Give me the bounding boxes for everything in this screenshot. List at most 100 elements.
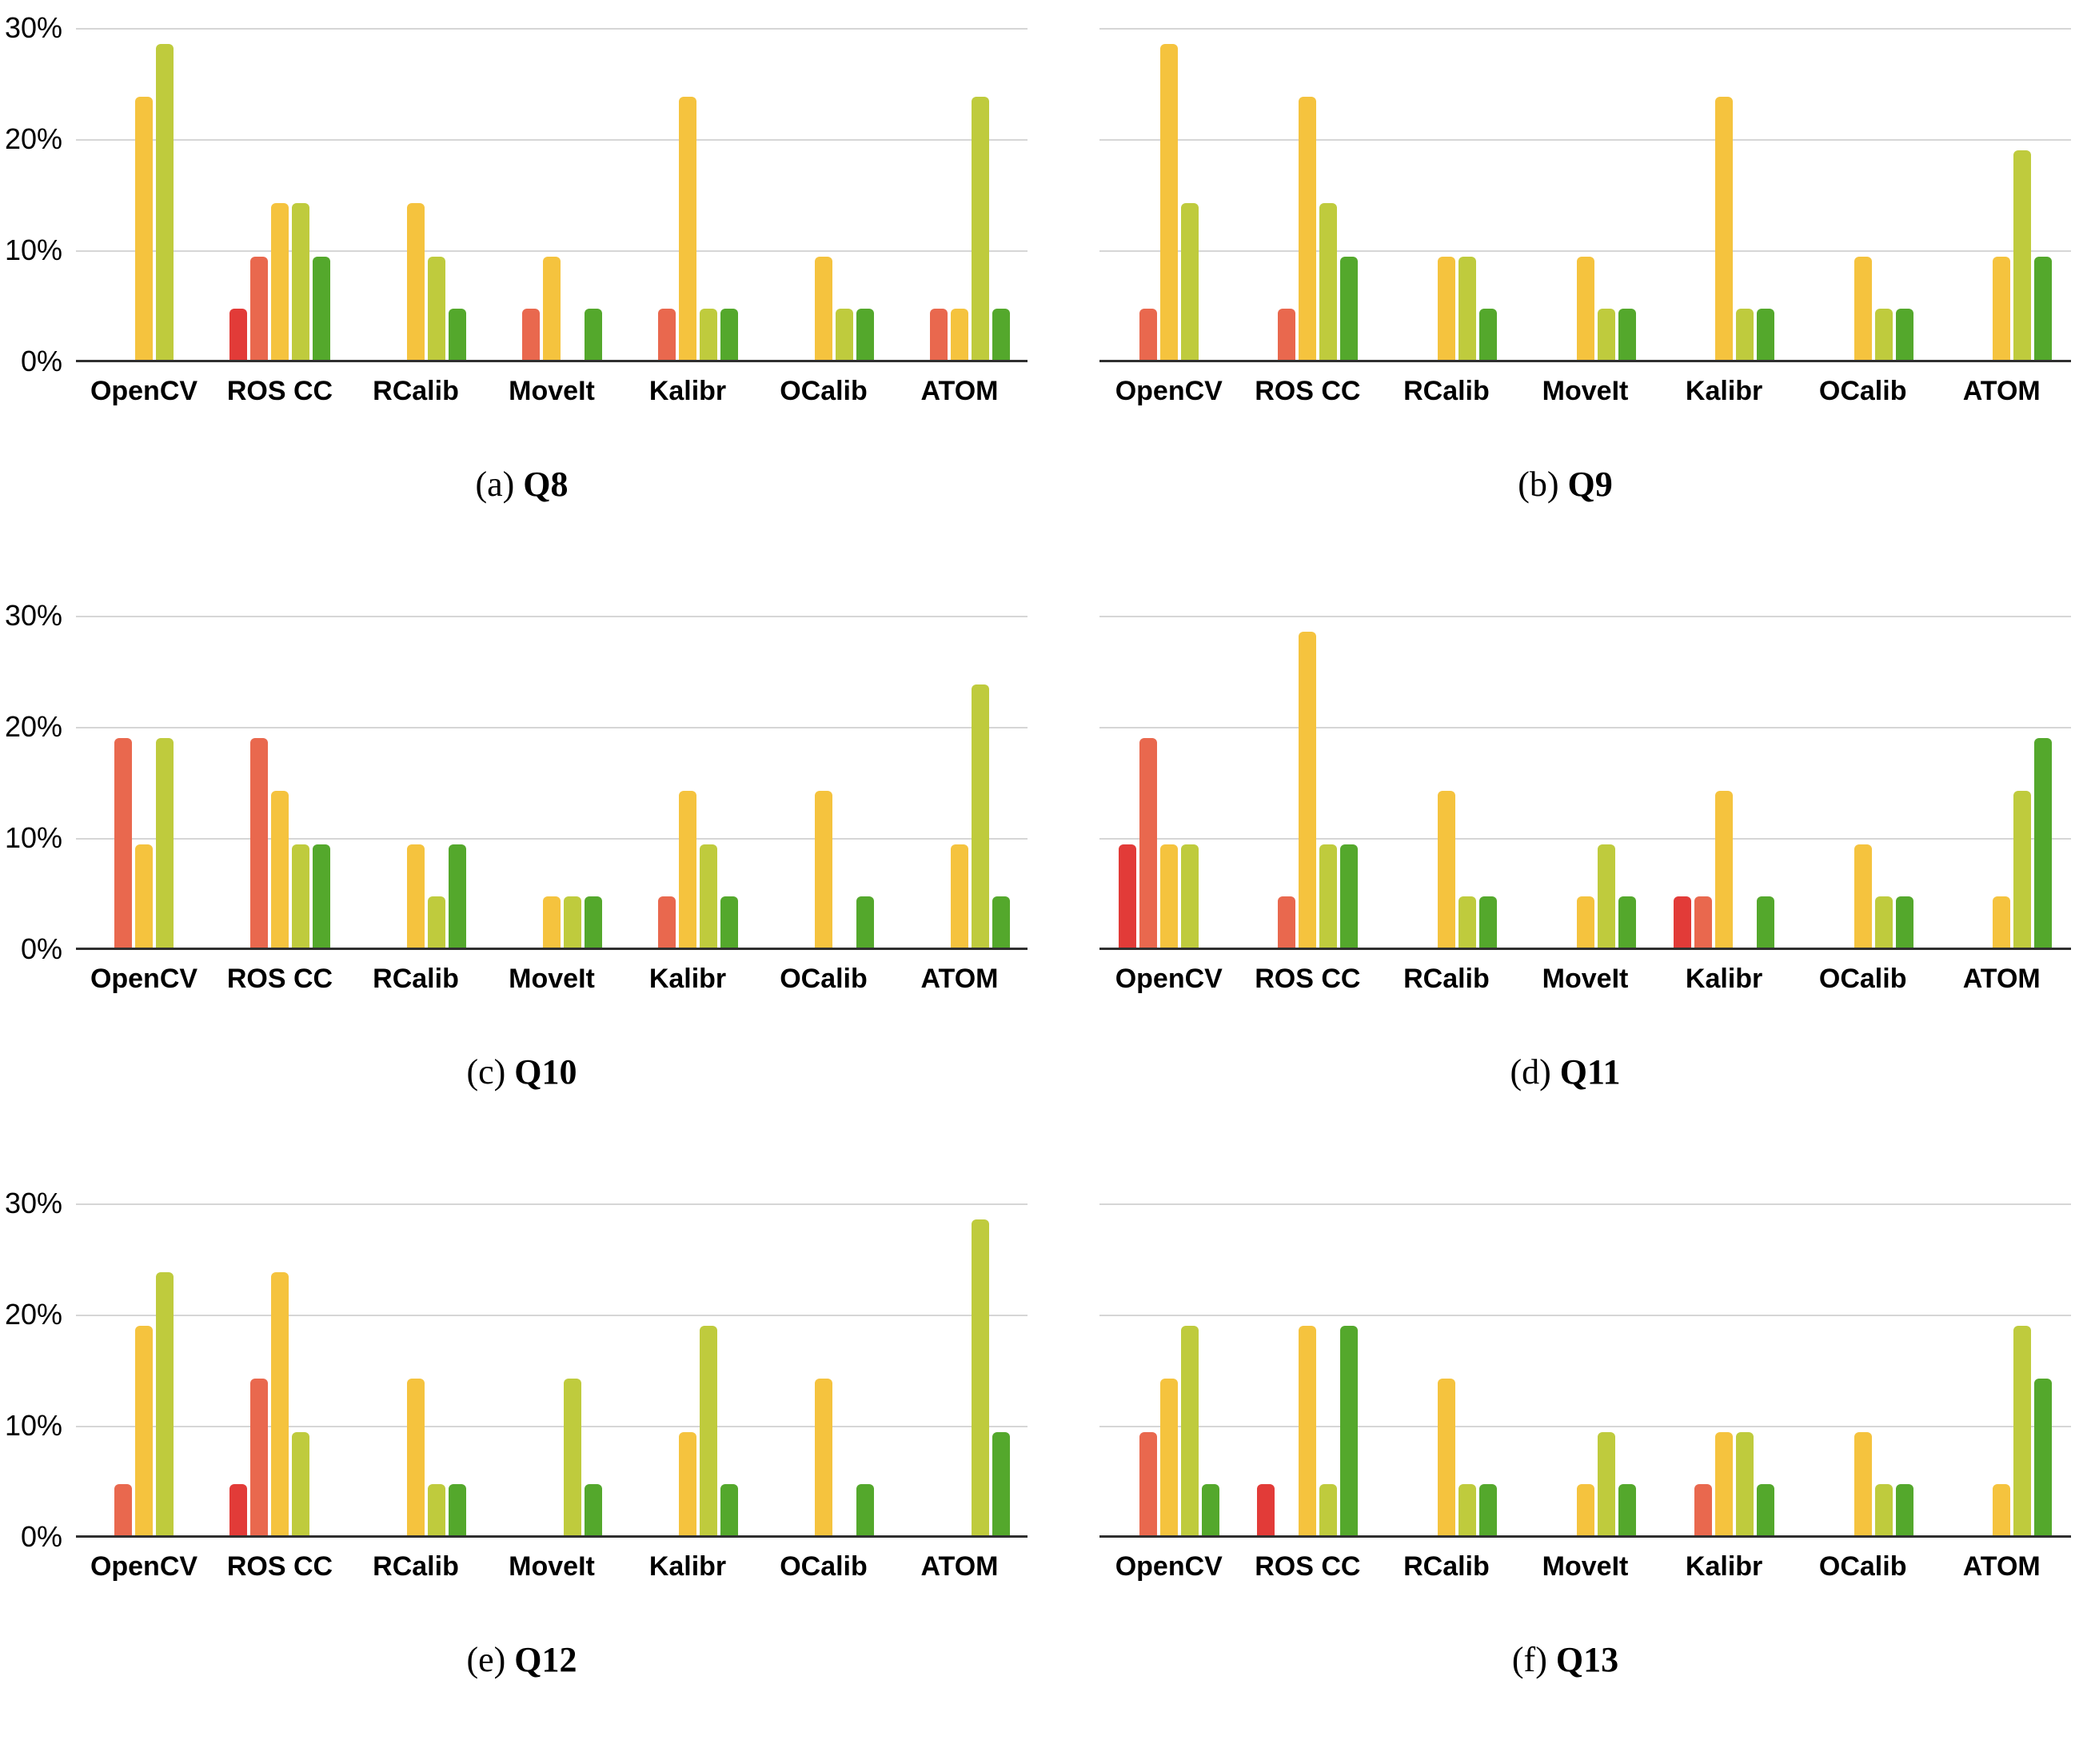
bar-green <box>1340 257 1359 362</box>
gridline-10 <box>76 838 1028 840</box>
x-category-label: ATOM <box>920 964 999 994</box>
gridline-30 <box>1099 616 2071 617</box>
caption-title: Q10 <box>514 1052 577 1092</box>
plot-area <box>76 28 1028 362</box>
bar-green <box>992 1432 1010 1538</box>
x-category-label: OpenCV <box>90 1551 198 1582</box>
caption-title: Q12 <box>514 1640 577 1679</box>
bar-orange-red <box>114 1484 132 1538</box>
bar-green <box>449 844 466 950</box>
bar-yellow-green <box>972 1219 989 1538</box>
gridline-10 <box>1099 1426 2071 1427</box>
bar-green <box>2034 1379 2053 1538</box>
bar-yellow <box>1576 1484 1594 1538</box>
bar-yellow <box>1576 257 1594 362</box>
x-category-label: Kalibr <box>1685 1551 1763 1582</box>
bar-group-moveit <box>1516 28 1655 362</box>
gridline-30 <box>76 1203 1028 1205</box>
x-category-label: ROS CC <box>1255 376 1361 406</box>
caption-prefix: (d) <box>1510 1052 1560 1092</box>
bar-green <box>585 309 602 362</box>
bar-group-moveit <box>484 28 620 362</box>
chart-caption: (e) Q12 <box>0 1639 1044 1680</box>
bar-group-ros-cc <box>212 1203 348 1538</box>
y-tick-label: 20% <box>4 710 62 743</box>
gridline-10 <box>1099 838 2071 840</box>
gridline-20 <box>1099 727 2071 728</box>
x-category-label: Kalibr <box>648 964 727 994</box>
bar-group-moveit <box>484 616 620 950</box>
x-category-label: ATOM <box>920 1551 999 1582</box>
bar-group-ros-cc <box>212 28 348 362</box>
gridline-20 <box>1099 139 2071 141</box>
bar-group-opencv <box>76 1203 212 1538</box>
bar-green <box>449 309 466 362</box>
bar-red <box>1118 844 1136 950</box>
x-axis-labels: OpenCV ROS CC RCalib MoveIt Kalibr OCalib ATOM <box>1099 376 2071 407</box>
bar-yellow-green <box>156 44 174 362</box>
bar-green <box>1757 309 1775 362</box>
bar-green <box>720 896 738 950</box>
bar-group-ros-cc <box>1239 28 1378 362</box>
bar-group-rcalib <box>348 28 484 362</box>
bar-yellow-green <box>1319 844 1338 950</box>
bar-yellow-green <box>292 203 309 362</box>
bar-yellow <box>1993 1484 2011 1538</box>
bar-yellow <box>1715 791 1734 950</box>
bar-yellow <box>271 1272 289 1538</box>
bar-green <box>720 309 738 362</box>
bar-yellow <box>951 844 968 950</box>
bar-orange-red <box>1694 1484 1713 1538</box>
bar-orange-red <box>1278 309 1296 362</box>
gridline-10 <box>76 250 1028 252</box>
x-category-label: ROS CC <box>226 376 333 406</box>
x-axis-baseline <box>76 1535 1028 1538</box>
gridline-30 <box>76 616 1028 617</box>
bar-green <box>720 1484 738 1538</box>
bar-yellow <box>1159 44 1178 362</box>
x-category-label: ATOM <box>1962 1551 2041 1582</box>
chart-b-q9: OpenCV ROS CC RCalib MoveIt Kalibr OCalib ATOM… <box>1044 0 2087 588</box>
x-category-label: ATOM <box>920 376 999 406</box>
bar-orange-red <box>1278 896 1296 950</box>
bar-yellow-green <box>1597 1432 1615 1538</box>
chart-caption: (c) Q10 <box>0 1052 1044 1092</box>
bar-green <box>1895 309 1913 362</box>
x-category-label: OCalib <box>780 964 868 994</box>
bar-group-ros-cc <box>212 616 348 950</box>
bar-group-opencv <box>76 28 212 362</box>
bar-yellow-green <box>700 844 717 950</box>
x-category-label: Kalibr <box>1685 964 1763 994</box>
y-tick-label: 30% <box>4 1187 62 1219</box>
bar-orange-red <box>250 257 268 362</box>
chart-e-q12: 30% 20% 10% 0% OpenCV ROS CC RCalib MoveIt Kali… <box>0 1175 1044 1763</box>
y-tick-label: 10% <box>4 233 62 266</box>
bar-group-rcalib <box>1377 28 1516 362</box>
bar-yellow <box>679 1432 696 1538</box>
x-axis-labels: OpenCV ROS CC RCalib MoveIt Kalibr OCalib ATOM <box>76 376 1028 407</box>
x-category-label: ROS CC <box>226 964 333 994</box>
bar-yellow <box>1299 632 1317 950</box>
plot-area <box>76 616 1028 950</box>
bar-red <box>1674 896 1692 950</box>
y-tick-label: 10% <box>4 1409 62 1442</box>
bar-green <box>856 309 874 362</box>
bar-orange-red <box>1139 738 1157 950</box>
bar-groups <box>1099 1203 2071 1538</box>
x-axis-baseline <box>76 360 1028 362</box>
bar-yellow <box>1437 791 1455 950</box>
bar-groups <box>1099 616 2071 950</box>
bar-group-rcalib <box>1377 1203 1516 1538</box>
bar-red <box>229 1484 247 1538</box>
x-axis-baseline <box>1099 360 2071 362</box>
gridline-30 <box>1099 1203 2071 1205</box>
bar-group-ros-cc <box>1239 616 1378 950</box>
bar-yellow-green <box>2013 150 2032 362</box>
bar-yellow <box>1299 97 1317 362</box>
bar-yellow <box>1854 1432 1872 1538</box>
bar-yellow <box>951 309 968 362</box>
bar-green <box>1757 896 1775 950</box>
chart-caption: (a) Q8 <box>0 464 1044 505</box>
bar-orange-red <box>250 1379 268 1538</box>
